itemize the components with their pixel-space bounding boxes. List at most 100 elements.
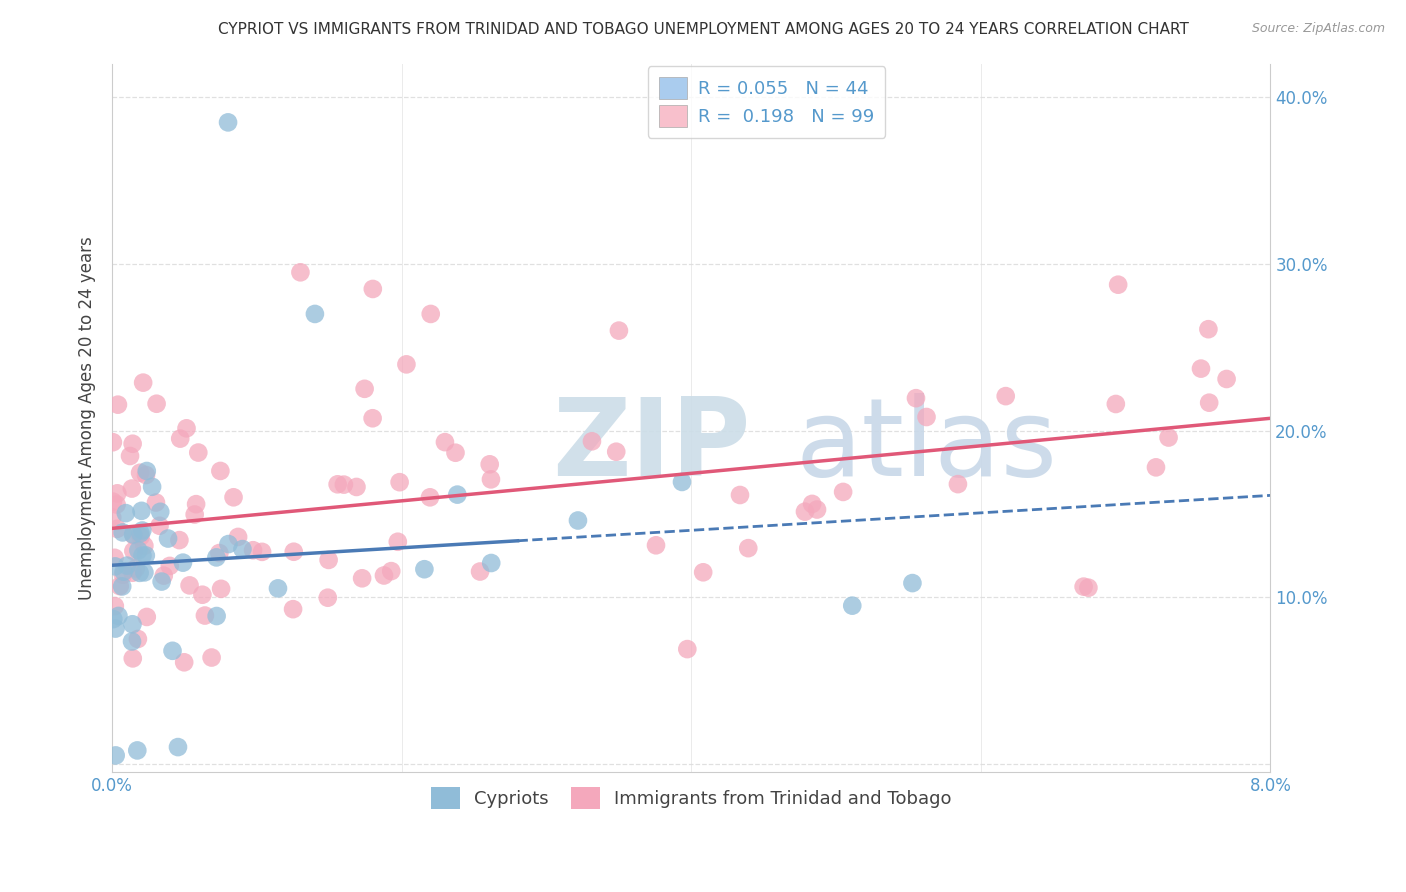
Point [607, 324, 630, 338]
Point [111, 567, 134, 582]
Point [841, 599, 863, 613]
Point [388, 475, 411, 490]
Point [127, 743, 149, 757]
Point [111, 525, 134, 540]
Point [114, 506, 136, 520]
Point [127, 543, 149, 558]
Point [134, 566, 156, 580]
Point [806, 502, 828, 516]
Point [112, 565, 135, 579]
Point [101, 494, 124, 508]
Point [103, 612, 125, 626]
Point [104, 622, 127, 636]
Point [676, 642, 699, 657]
Point [191, 588, 214, 602]
Point [101, 435, 124, 450]
Point [1197, 322, 1219, 336]
Point [433, 435, 456, 450]
Point [444, 446, 467, 460]
Point [104, 550, 127, 565]
Point [904, 391, 927, 405]
Point [283, 545, 305, 559]
Point [395, 357, 418, 371]
Point [157, 532, 180, 546]
Point [111, 579, 134, 593]
Point [159, 558, 181, 573]
Point [121, 634, 143, 648]
Point [478, 458, 501, 472]
Point [226, 530, 249, 544]
Point [183, 508, 205, 522]
Point [901, 576, 924, 591]
Y-axis label: Unemployment Among Ages 20 to 24 years: Unemployment Among Ages 20 to 24 years [79, 236, 96, 600]
Point [1073, 580, 1095, 594]
Point [645, 538, 668, 552]
Point [737, 541, 759, 556]
Point [172, 556, 194, 570]
Point [128, 566, 150, 580]
Point [222, 491, 245, 505]
Point [1157, 431, 1180, 445]
Point [148, 518, 170, 533]
Point [318, 553, 340, 567]
Point [1189, 361, 1212, 376]
Point [121, 436, 143, 450]
Point [121, 651, 143, 665]
Point [169, 432, 191, 446]
Point [794, 505, 817, 519]
Point [581, 434, 603, 449]
Point [135, 549, 157, 563]
Point [125, 561, 148, 575]
Point [994, 389, 1017, 403]
Point [105, 522, 128, 536]
Point [1107, 277, 1129, 292]
Point [184, 497, 207, 511]
Point [108, 579, 131, 593]
Point [692, 566, 714, 580]
Point [946, 477, 969, 491]
Point [205, 550, 228, 565]
Point [231, 542, 253, 557]
Point [162, 644, 184, 658]
Point [209, 464, 232, 478]
Point [129, 466, 152, 480]
Point [200, 650, 222, 665]
Point [333, 477, 356, 491]
Point [915, 409, 938, 424]
Point [567, 514, 589, 528]
Point [316, 591, 339, 605]
Point [205, 609, 228, 624]
Text: CYPRIOT VS IMMIGRANTS FROM TRINIDAD AND TOBAGO UNEMPLOYMENT AMONG AGES 20 TO 24 : CYPRIOT VS IMMIGRANTS FROM TRINIDAD AND … [218, 22, 1188, 37]
Point [217, 115, 239, 129]
Point [250, 545, 273, 559]
Text: atlas: atlas [796, 393, 1057, 500]
Point [121, 482, 143, 496]
Point [194, 608, 217, 623]
Point [281, 602, 304, 616]
Point [1077, 581, 1099, 595]
Text: Source: ZipAtlas.com: Source: ZipAtlas.com [1251, 22, 1385, 36]
Point [169, 533, 191, 548]
Point [122, 527, 145, 541]
Point [361, 411, 384, 425]
Point [135, 464, 157, 478]
Point [105, 486, 128, 500]
Point [187, 445, 209, 459]
Point [352, 571, 374, 585]
Point [1144, 460, 1167, 475]
Point [145, 495, 167, 509]
Point [121, 566, 143, 580]
Point [129, 526, 152, 541]
Point [208, 546, 231, 560]
Point [132, 376, 155, 390]
Point [361, 282, 384, 296]
Point [145, 397, 167, 411]
Point [131, 549, 153, 563]
Point [387, 534, 409, 549]
Point [150, 574, 173, 589]
Point [267, 582, 290, 596]
Point [468, 565, 491, 579]
Point [290, 265, 312, 279]
Point [419, 491, 441, 505]
Point [104, 599, 127, 613]
